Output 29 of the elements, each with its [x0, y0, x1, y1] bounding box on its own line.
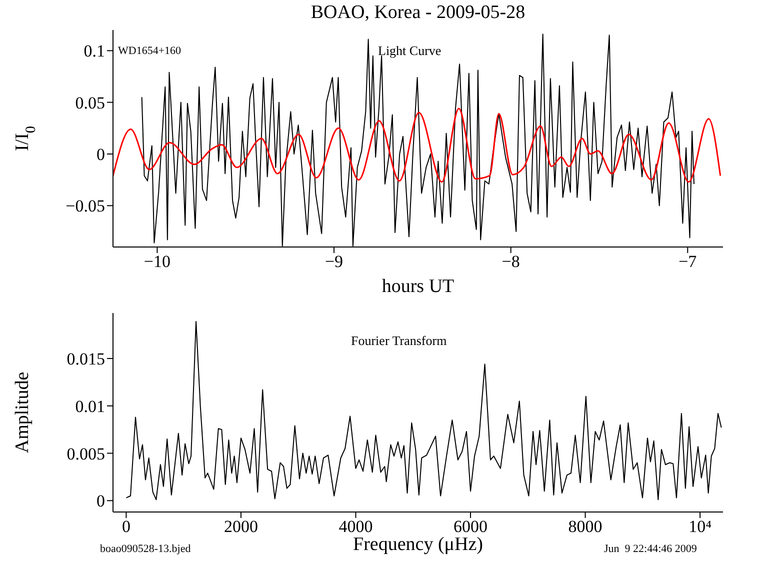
- y-tick-label: 0.01: [75, 396, 105, 416]
- x-tick-label: 0: [122, 517, 130, 536]
- x-tick-label: 6000: [454, 517, 488, 536]
- y-tick-label: 0.005: [66, 444, 105, 464]
- line-series: [113, 108, 722, 183]
- y-tick-label: 0: [96, 492, 105, 511]
- x-tick-label: −9: [324, 252, 344, 272]
- annotation: Light Curve: [378, 43, 442, 59]
- x-tick-label: 4000: [338, 517, 373, 536]
- x-tick-label: −8: [502, 252, 520, 272]
- x-tick-label: −10: [144, 252, 170, 272]
- x-axis-title: hours UT: [382, 276, 455, 297]
- y-tick-label: 0.1: [84, 42, 105, 61]
- y-tick-label: 0: [96, 145, 105, 164]
- x-axis-title: Frequency (μHz): [353, 534, 483, 555]
- annotation: WD1654+160: [118, 45, 182, 57]
- x-tick-label: −7: [678, 252, 698, 272]
- y-axis-title: Amplitude: [12, 372, 34, 454]
- y-tick-label: −0.05: [66, 196, 105, 216]
- line-series: [126, 321, 722, 500]
- y-tick-label: 0.05: [75, 93, 105, 112]
- x-tick-label: 10⁴: [688, 517, 712, 536]
- text: Jun 9 22:44:46 2009: [604, 543, 697, 555]
- y-tick-label: 0.015: [66, 350, 105, 369]
- x-tick-label: 8000: [568, 517, 602, 536]
- annotation: Fourier Transform: [351, 333, 447, 349]
- x-tick-label: 2000: [224, 517, 258, 536]
- chart-title: BOAO, Korea - 2009-05-28: [310, 2, 526, 24]
- text: boao090528-13.bjed: [100, 543, 191, 555]
